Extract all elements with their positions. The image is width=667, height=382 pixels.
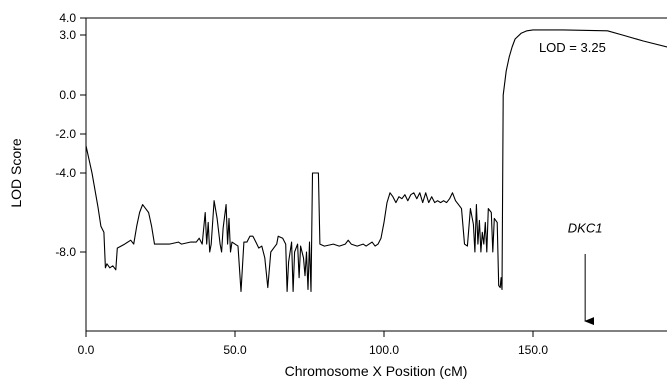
series-layer	[85, 29, 667, 293]
gene-label: DKC1	[568, 220, 603, 235]
y-axis-title: LOD Score	[8, 138, 24, 207]
x-axis-ticks: 0.0 50.0 100.0 150.0	[78, 331, 548, 357]
y-axis-ticks: 4.0 3.0 0.0 -2.0 -4.0 -8.0	[55, 11, 86, 259]
lod-series-line	[85, 29, 667, 293]
x-tick-label: 50.0	[223, 343, 247, 357]
x-tick-label: 150.0	[518, 343, 548, 357]
y-tick-label: -4.0	[55, 166, 76, 180]
x-tick-label: 0.0	[78, 343, 95, 357]
lod-peak-label: LOD = 3.25	[539, 40, 606, 55]
y-tick-label: -2.0	[55, 127, 76, 141]
y-tick-label: 0.0	[59, 88, 76, 102]
x-axis-title: Chromosome X Position (cM)	[285, 363, 468, 379]
y-tick-label: 3.0	[59, 28, 76, 42]
x-tick-label: 100.0	[369, 343, 399, 357]
annotations: LOD = 3.25 DKC1	[539, 40, 606, 326]
y-tick-label: 4.0	[59, 11, 76, 25]
y-tick-label: -8.0	[55, 245, 76, 259]
